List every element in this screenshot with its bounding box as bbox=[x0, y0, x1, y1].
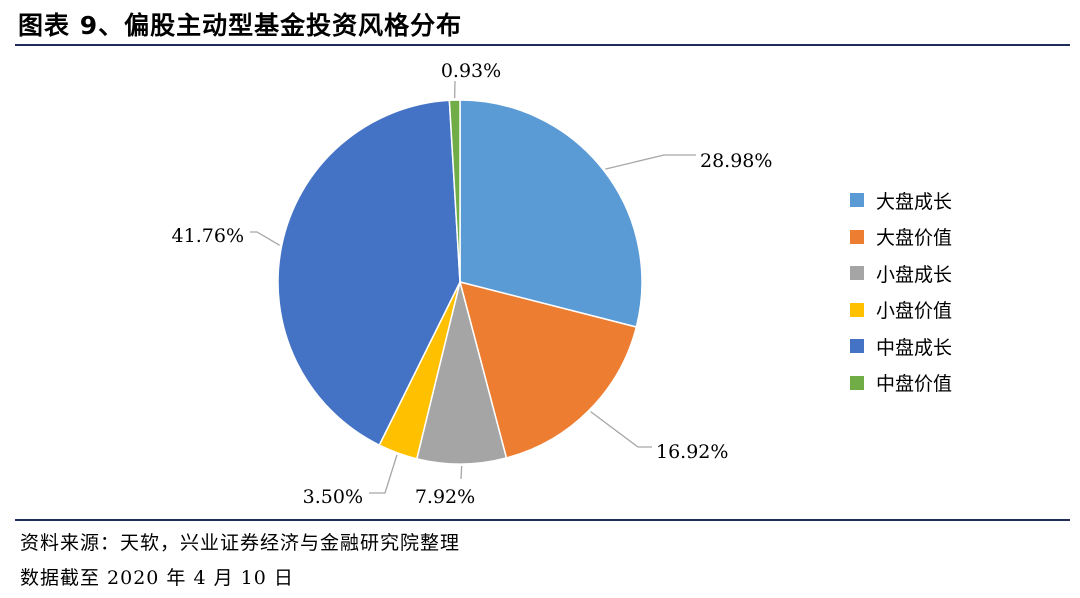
top-divider bbox=[15, 44, 1070, 46]
legend-label: 小盘成长 bbox=[876, 263, 953, 286]
legend-label: 小盘价值 bbox=[876, 300, 953, 323]
pie-slice-2 bbox=[458, 280, 638, 459]
legend-item-1: 大盘成长 bbox=[850, 182, 952, 219]
legend-item-2: 大盘价值 bbox=[850, 219, 952, 256]
leader-line-5 bbox=[250, 231, 281, 246]
pie-slice-6 bbox=[448, 99, 461, 283]
pie-chart: 28.98% 16.92% 7.92% 3.50% 41.76% 0.93% bbox=[0, 46, 1080, 518]
source-note: 资料来源：天软，兴业证券经济与金融研究院整理 bbox=[20, 532, 461, 554]
legend-item-4: 小盘价值 bbox=[850, 292, 952, 329]
pie-slice-1 bbox=[459, 99, 643, 328]
legend-label: 大盘价值 bbox=[876, 227, 953, 250]
figure-title: 图表 9、偏股主动型基金投资风格分布 bbox=[18, 11, 463, 40]
leader-line-3 bbox=[460, 465, 463, 480]
legend: 大盘成长大盘价值小盘成长小盘价值中盘成长中盘价值 bbox=[850, 182, 952, 401]
data-label-2: 16.92% bbox=[656, 441, 728, 463]
legend-label: 中盘成长 bbox=[876, 336, 953, 359]
legend-item-3: 小盘成长 bbox=[850, 255, 952, 292]
leader-line-4 bbox=[369, 454, 398, 494]
legend-swatch bbox=[850, 375, 864, 390]
pie-slice-5 bbox=[277, 99, 461, 447]
leader-line-2 bbox=[590, 411, 652, 448]
data-label-4: 3.50% bbox=[303, 486, 363, 508]
bottom-divider bbox=[15, 519, 1070, 521]
legend-label: 大盘成长 bbox=[876, 190, 953, 213]
legend-swatch bbox=[850, 302, 864, 317]
date-note: 数据截至 2020 年 4 月 10 日 bbox=[20, 567, 294, 589]
legend-item-6: 中盘价值 bbox=[850, 365, 952, 402]
legend-swatch bbox=[850, 193, 864, 208]
data-label-3: 7.92% bbox=[415, 486, 475, 508]
legend-item-5: 中盘成长 bbox=[850, 328, 952, 365]
legend-label: 中盘价值 bbox=[876, 373, 953, 396]
data-label-6: 0.93% bbox=[441, 60, 501, 82]
data-label-1: 28.98% bbox=[700, 150, 772, 172]
legend-swatch bbox=[850, 229, 864, 244]
data-label-5: 41.76% bbox=[172, 225, 244, 247]
pie-slice-3 bbox=[415, 281, 508, 465]
pie-chart-svg: 28.98% 16.92% 7.92% 3.50% 41.76% 0.93% bbox=[172, 60, 773, 508]
leader-line-1 bbox=[605, 154, 696, 170]
legend-swatch bbox=[850, 339, 864, 354]
legend-swatch bbox=[850, 266, 864, 281]
